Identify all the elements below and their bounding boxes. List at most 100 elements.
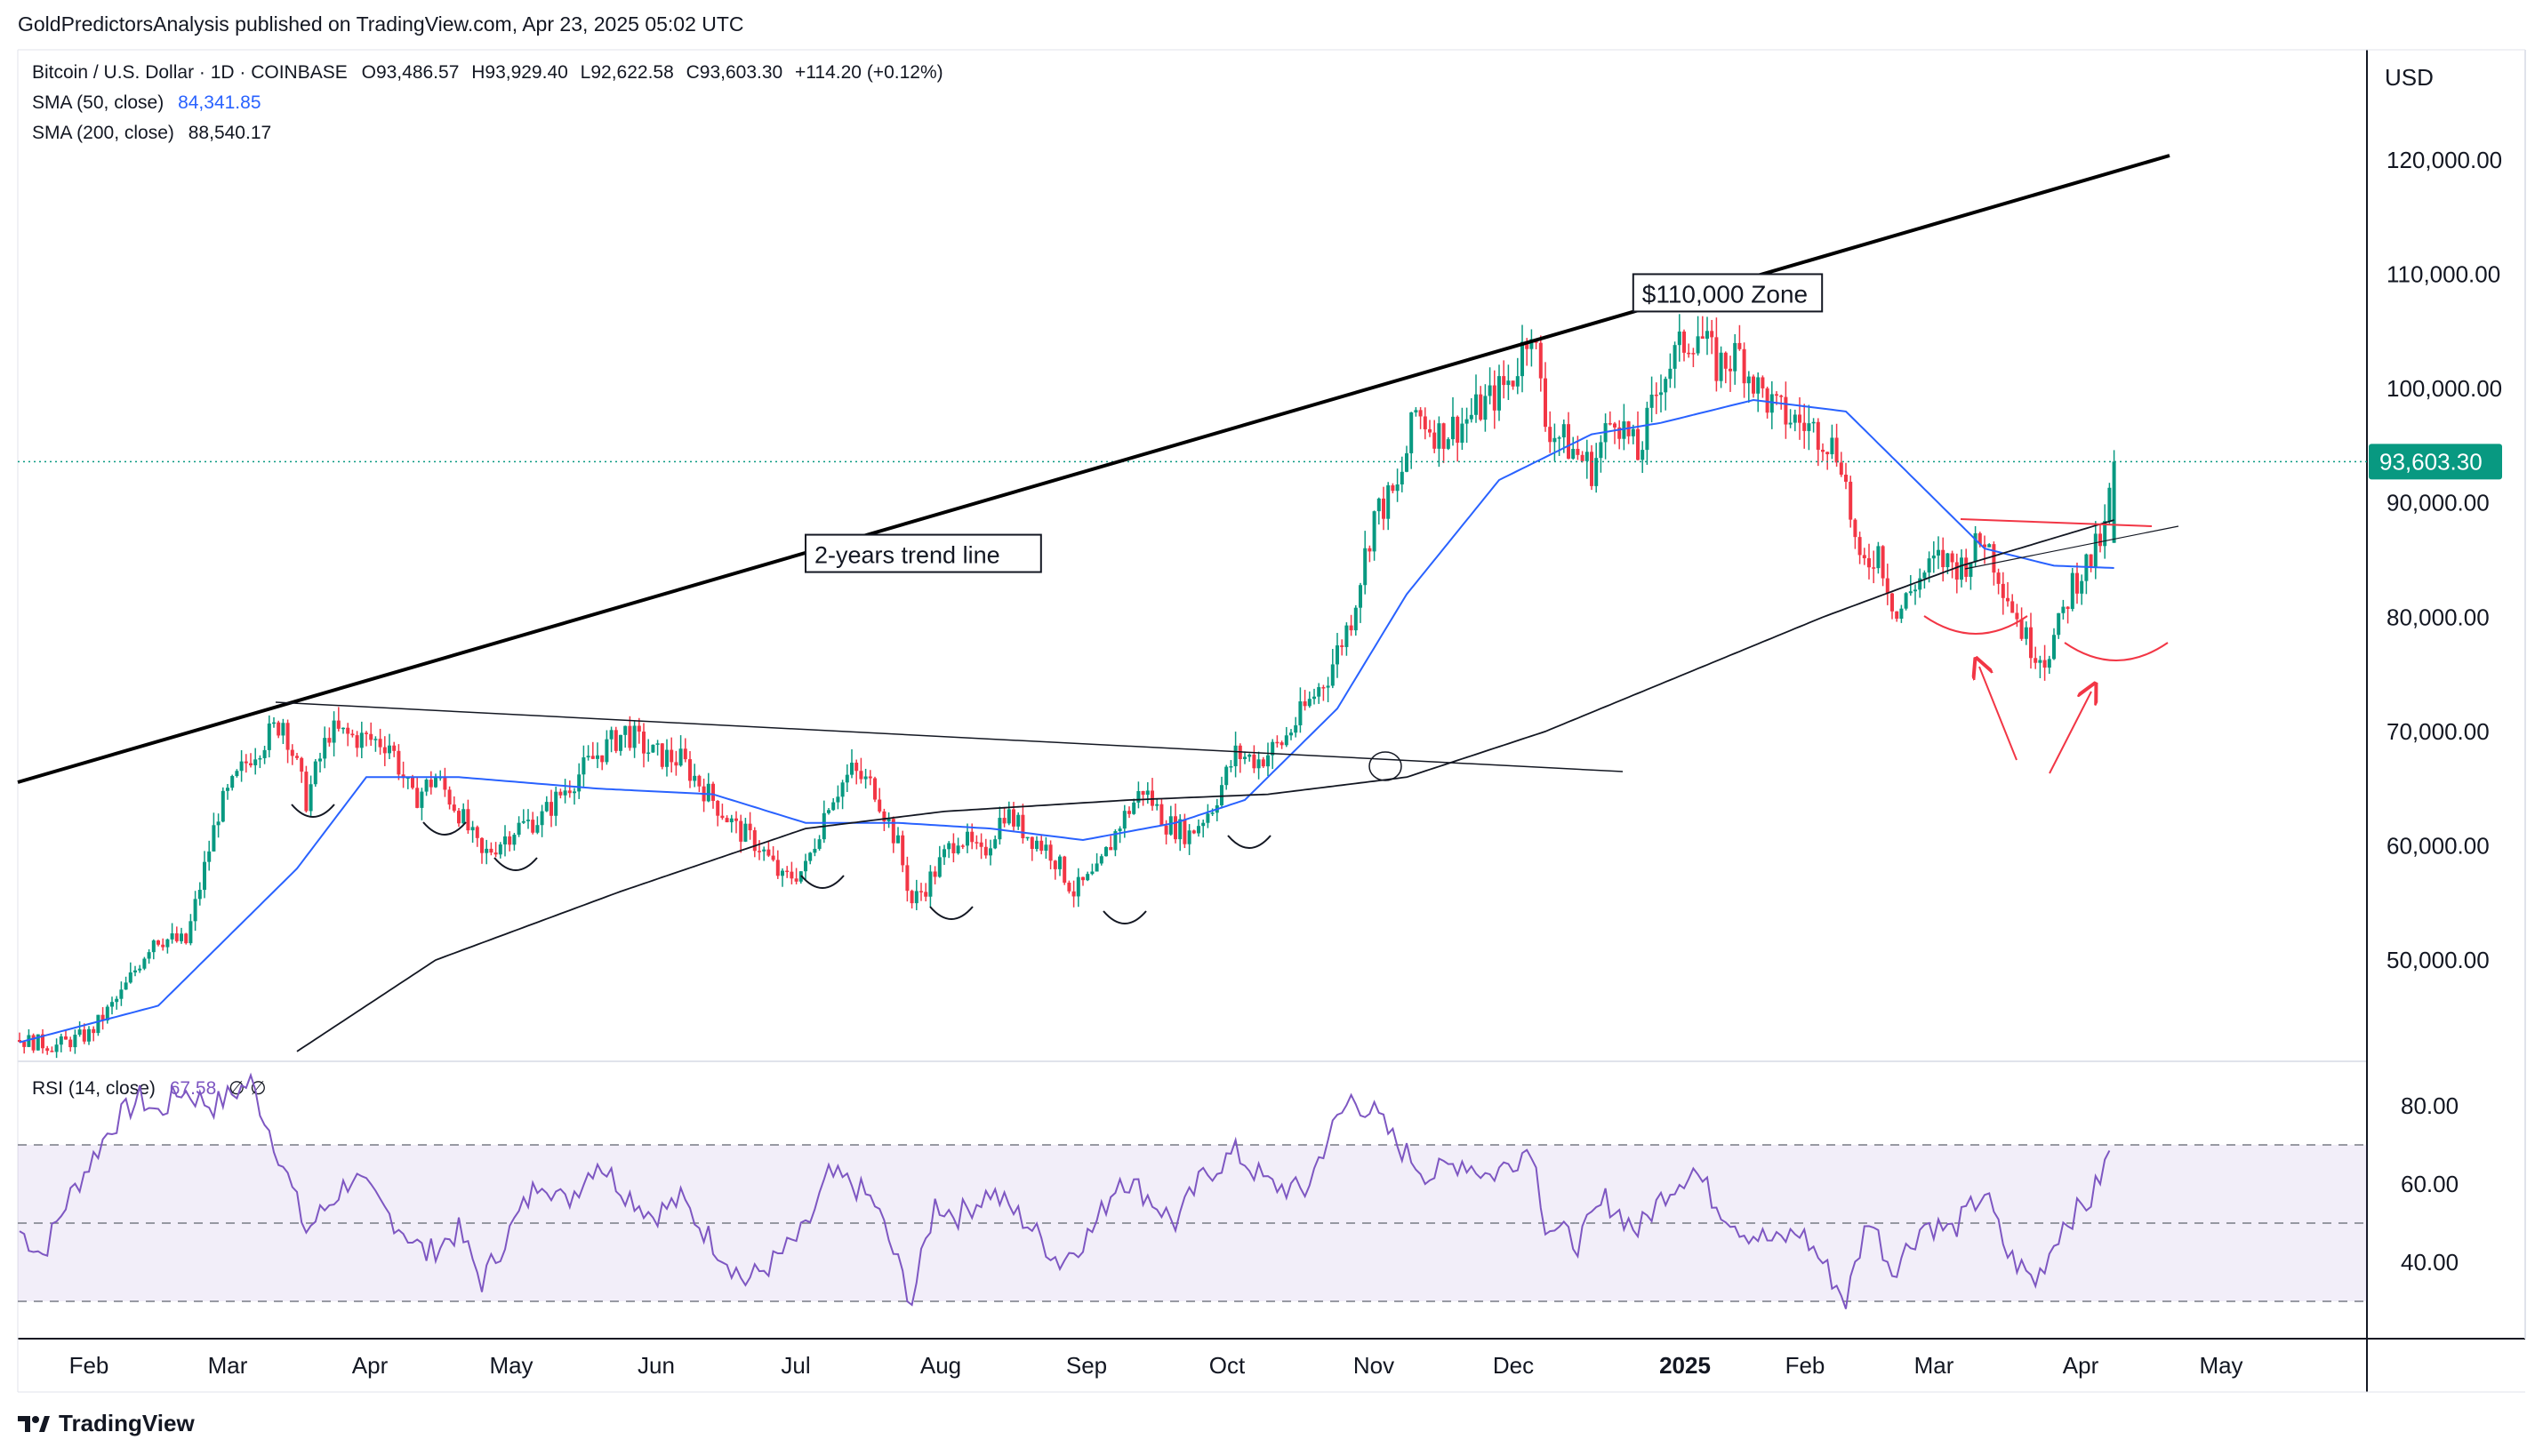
candle bbox=[943, 844, 946, 866]
candle bbox=[1456, 415, 1460, 462]
svg-text:2-years trend line: 2-years trend line bbox=[814, 542, 1000, 569]
candle bbox=[235, 769, 239, 778]
candle bbox=[64, 1029, 68, 1040]
candle bbox=[937, 845, 942, 878]
candle bbox=[285, 719, 290, 764]
candle bbox=[355, 731, 359, 757]
candle bbox=[54, 1038, 59, 1059]
sma50-legend[interactable]: SMA (50, close) 84,341.85 bbox=[32, 92, 261, 114]
candle bbox=[1950, 550, 1954, 579]
candle bbox=[1756, 372, 1761, 412]
candle bbox=[142, 956, 147, 971]
candle bbox=[1664, 376, 1668, 411]
tradingview-logo[interactable]: TradingView bbox=[18, 1410, 195, 1437]
candle bbox=[2098, 524, 2102, 553]
candle bbox=[975, 835, 979, 850]
time-tick-label: Jun bbox=[638, 1352, 675, 1379]
zone-annotation[interactable]: $110,000 Zone bbox=[1632, 273, 1824, 313]
sma50-label: SMA (50, close) bbox=[32, 92, 164, 113]
candle bbox=[951, 833, 956, 863]
wedge-line[interactable] bbox=[1964, 525, 2179, 570]
candle bbox=[642, 723, 646, 768]
time-tick-label: Apr bbox=[2063, 1352, 2099, 1379]
candle bbox=[748, 812, 752, 840]
candle bbox=[998, 806, 1002, 845]
candle bbox=[1016, 812, 1021, 830]
candle bbox=[1825, 452, 1830, 470]
candle bbox=[771, 845, 775, 862]
candle bbox=[739, 814, 743, 853]
candle bbox=[277, 720, 281, 739]
candle bbox=[2070, 568, 2074, 612]
candle bbox=[535, 816, 540, 835]
candle bbox=[420, 788, 424, 820]
candle bbox=[1576, 436, 1580, 460]
currency-label[interactable]: USD bbox=[2385, 64, 2434, 91]
candle bbox=[882, 808, 886, 831]
candle bbox=[323, 726, 327, 769]
candle bbox=[1159, 798, 1164, 827]
candle bbox=[790, 861, 794, 884]
candle bbox=[1705, 316, 1709, 356]
candle bbox=[1497, 364, 1501, 421]
candle bbox=[1821, 443, 1825, 461]
red-bottom-arc bbox=[2064, 642, 2169, 661]
candle bbox=[1544, 362, 1547, 432]
candle bbox=[540, 804, 544, 837]
candle bbox=[493, 842, 498, 858]
neckline-red[interactable] bbox=[1960, 518, 2153, 527]
candle bbox=[1802, 404, 1807, 449]
last-price-badge[interactable] bbox=[2369, 444, 2502, 480]
candle bbox=[2080, 574, 2084, 605]
candle bbox=[466, 799, 470, 834]
candle bbox=[1030, 836, 1034, 861]
candle bbox=[1908, 575, 1913, 596]
candle bbox=[596, 742, 599, 769]
rsi-label: RSI (14, close) bbox=[32, 1078, 156, 1099]
sma200-label: SMA (200, close) bbox=[32, 123, 174, 143]
price-tick-label: 70,000.00 bbox=[2387, 718, 2490, 745]
candle bbox=[184, 932, 189, 945]
candle bbox=[443, 767, 447, 797]
candle bbox=[100, 1007, 105, 1030]
candle bbox=[1645, 401, 1649, 465]
candle bbox=[1086, 871, 1090, 882]
candle bbox=[1853, 518, 1857, 549]
candle bbox=[2075, 562, 2079, 604]
candle bbox=[87, 1026, 91, 1045]
time-tick-label: Feb bbox=[1785, 1352, 1825, 1379]
candle bbox=[1330, 649, 1335, 689]
candle bbox=[45, 1045, 50, 1055]
candle bbox=[1714, 317, 1719, 392]
candle bbox=[309, 775, 313, 817]
candle bbox=[2034, 646, 2038, 669]
candle bbox=[697, 774, 702, 793]
candle bbox=[1969, 562, 1973, 590]
candle bbox=[1136, 781, 1141, 809]
candle bbox=[1752, 374, 1755, 398]
red-arrow bbox=[1979, 667, 2018, 761]
candle bbox=[1502, 360, 1506, 399]
candle bbox=[1298, 687, 1303, 733]
candle bbox=[910, 889, 914, 909]
candle bbox=[1987, 543, 1992, 548]
candle bbox=[1622, 404, 1626, 451]
candle bbox=[878, 788, 882, 813]
candle bbox=[1668, 353, 1673, 388]
sma200-legend[interactable]: SMA (200, close) 88,540.17 bbox=[32, 123, 271, 144]
candle bbox=[1229, 760, 1233, 772]
candle bbox=[1710, 319, 1714, 355]
candle bbox=[203, 851, 206, 899]
candle bbox=[1400, 456, 1404, 492]
resistance-line[interactable] bbox=[275, 701, 1624, 772]
candle bbox=[318, 752, 322, 773]
candle bbox=[68, 1036, 73, 1052]
candle bbox=[452, 796, 456, 813]
trend-line-annotation[interactable]: 2-years trend line bbox=[805, 533, 1042, 573]
candle bbox=[1784, 381, 1788, 439]
candle bbox=[1002, 807, 1007, 828]
candle bbox=[300, 756, 304, 783]
candle bbox=[1746, 371, 1751, 404]
two-year-trend-line[interactable] bbox=[17, 154, 2170, 784]
